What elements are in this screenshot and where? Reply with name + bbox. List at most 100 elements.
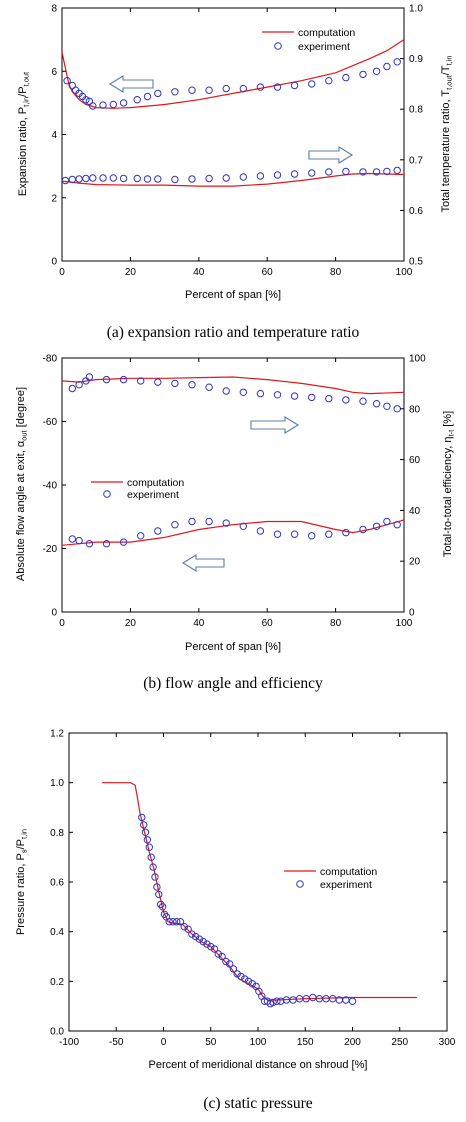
legend-computation: computation xyxy=(127,477,184,489)
experiment-point xyxy=(308,532,316,540)
experiment-point xyxy=(359,70,367,79)
experiment-point xyxy=(188,517,196,526)
experiment-point xyxy=(89,102,97,110)
experiment-point xyxy=(158,903,167,911)
experiment-point xyxy=(239,84,248,93)
experiment-point xyxy=(273,391,282,399)
experiment-point xyxy=(75,175,83,183)
experiment-point xyxy=(342,167,350,176)
experiment-point xyxy=(239,522,248,530)
experiment-point xyxy=(256,172,265,180)
legend-circle-marker xyxy=(103,490,111,498)
experiment-point xyxy=(85,373,94,381)
experiment-point xyxy=(89,174,97,182)
y-left-tick-label: 1.2 xyxy=(50,729,64,740)
experiment-point xyxy=(273,997,281,1005)
experiment-point xyxy=(119,375,128,384)
experiment-point xyxy=(359,525,367,534)
experiment-point xyxy=(154,175,162,183)
experiment-point xyxy=(348,997,357,1005)
caption-b: (b) flow angle and efficiency xyxy=(143,675,323,692)
x-tick-label: 150 xyxy=(297,1037,314,1048)
y-right-tick-label: 0.6 xyxy=(409,206,423,217)
experiment-point xyxy=(138,813,146,822)
experiment-point xyxy=(290,530,299,538)
legend-experiment: experiment xyxy=(127,489,179,501)
experiment-point xyxy=(218,952,226,961)
experiment-point xyxy=(176,918,185,926)
right-arrow-icon xyxy=(250,416,300,434)
y-left-tick-label: -40 xyxy=(43,481,58,492)
x-axis-label: Percent of meridional distance on shroud… xyxy=(149,1059,368,1071)
caption-c: (c) static pressure xyxy=(203,1095,312,1112)
experiment-point xyxy=(226,960,234,968)
y-right-tick-label: 0.9 xyxy=(409,54,423,65)
y-left-tick-label: 0.6 xyxy=(50,878,64,889)
x-tick-label: 40 xyxy=(193,618,205,629)
y-left-tick-label: 0 xyxy=(51,257,57,268)
y-left-ticks: -80 -60 -40 -20 0 xyxy=(43,354,66,619)
experiment-point xyxy=(141,828,150,836)
experiment-point xyxy=(155,890,163,899)
computation-line xyxy=(61,39,405,109)
y-right-axis-label: Total temperature ratio, Tt,out/Tt,in xyxy=(440,55,454,212)
x-tick-label: 80 xyxy=(330,618,342,629)
experiment-point xyxy=(205,86,213,94)
y-right-tick-label: 0.5 xyxy=(409,257,423,268)
experiment-point xyxy=(195,935,204,943)
experiment-point xyxy=(151,873,159,881)
y-left-ticks: 0 2 4 6 8 xyxy=(51,4,66,268)
experiment-point xyxy=(85,540,94,548)
experiment-point xyxy=(229,965,238,973)
experiment-point xyxy=(256,389,265,398)
experiment-point xyxy=(290,170,299,178)
experiment-point xyxy=(191,932,200,941)
experiment-point xyxy=(147,853,155,861)
experiment-point xyxy=(171,88,179,96)
x-tick-label: 0 xyxy=(59,267,65,278)
x-tick-label: -100 xyxy=(59,1037,79,1048)
experiment-point xyxy=(325,168,333,176)
experiment-point xyxy=(109,174,118,182)
x-axis-label: Percent of span [%] xyxy=(185,289,281,301)
experiment-point xyxy=(233,970,241,978)
experiment-point xyxy=(256,527,265,535)
experiment-point xyxy=(61,176,70,185)
experiment-point xyxy=(269,998,277,1007)
experiment-point xyxy=(145,843,154,851)
experiment-point xyxy=(173,918,181,926)
experiment-point xyxy=(180,923,189,931)
y-left-axis-label: Absolute flow angle at exit, αout [degre… xyxy=(15,387,29,581)
experiment-point xyxy=(222,957,230,966)
experiment-point xyxy=(171,521,179,529)
experiment-point xyxy=(171,379,179,388)
series-layer xyxy=(61,373,405,548)
y-left-tick-label: 4 xyxy=(51,130,57,141)
panel-c: -100 -50 0 50 100 150 200 250 300 0.00.20.40.60.… xyxy=(15,729,456,1113)
experiment-point xyxy=(205,383,213,391)
experiment-point xyxy=(85,97,94,106)
experiment-point xyxy=(277,997,285,1005)
experiment-point xyxy=(205,517,213,526)
experiment-point xyxy=(143,175,152,183)
experiment-point xyxy=(359,168,367,176)
legend-circle-marker xyxy=(296,880,304,888)
experiment-point xyxy=(222,387,230,395)
experiment-point xyxy=(273,83,282,91)
experiment-point xyxy=(241,975,249,983)
experiment-point xyxy=(222,84,230,93)
experiment-point xyxy=(165,918,173,926)
legend-experiment: experiment xyxy=(298,41,350,53)
x-tick-label: 300 xyxy=(439,1037,456,1048)
computation-line xyxy=(102,782,417,1001)
experiment-point xyxy=(133,96,141,104)
experiment-point xyxy=(210,945,219,953)
experiment-point xyxy=(289,996,297,1004)
experiment-point xyxy=(119,99,128,107)
experiment-point xyxy=(393,58,401,66)
experiment-point xyxy=(137,532,145,540)
experiment-point xyxy=(205,174,213,183)
y-left-axis-label: Pressure ratio, Ps/Pt,in xyxy=(15,829,29,935)
y-left-tick-label: 0.0 xyxy=(50,1027,64,1038)
